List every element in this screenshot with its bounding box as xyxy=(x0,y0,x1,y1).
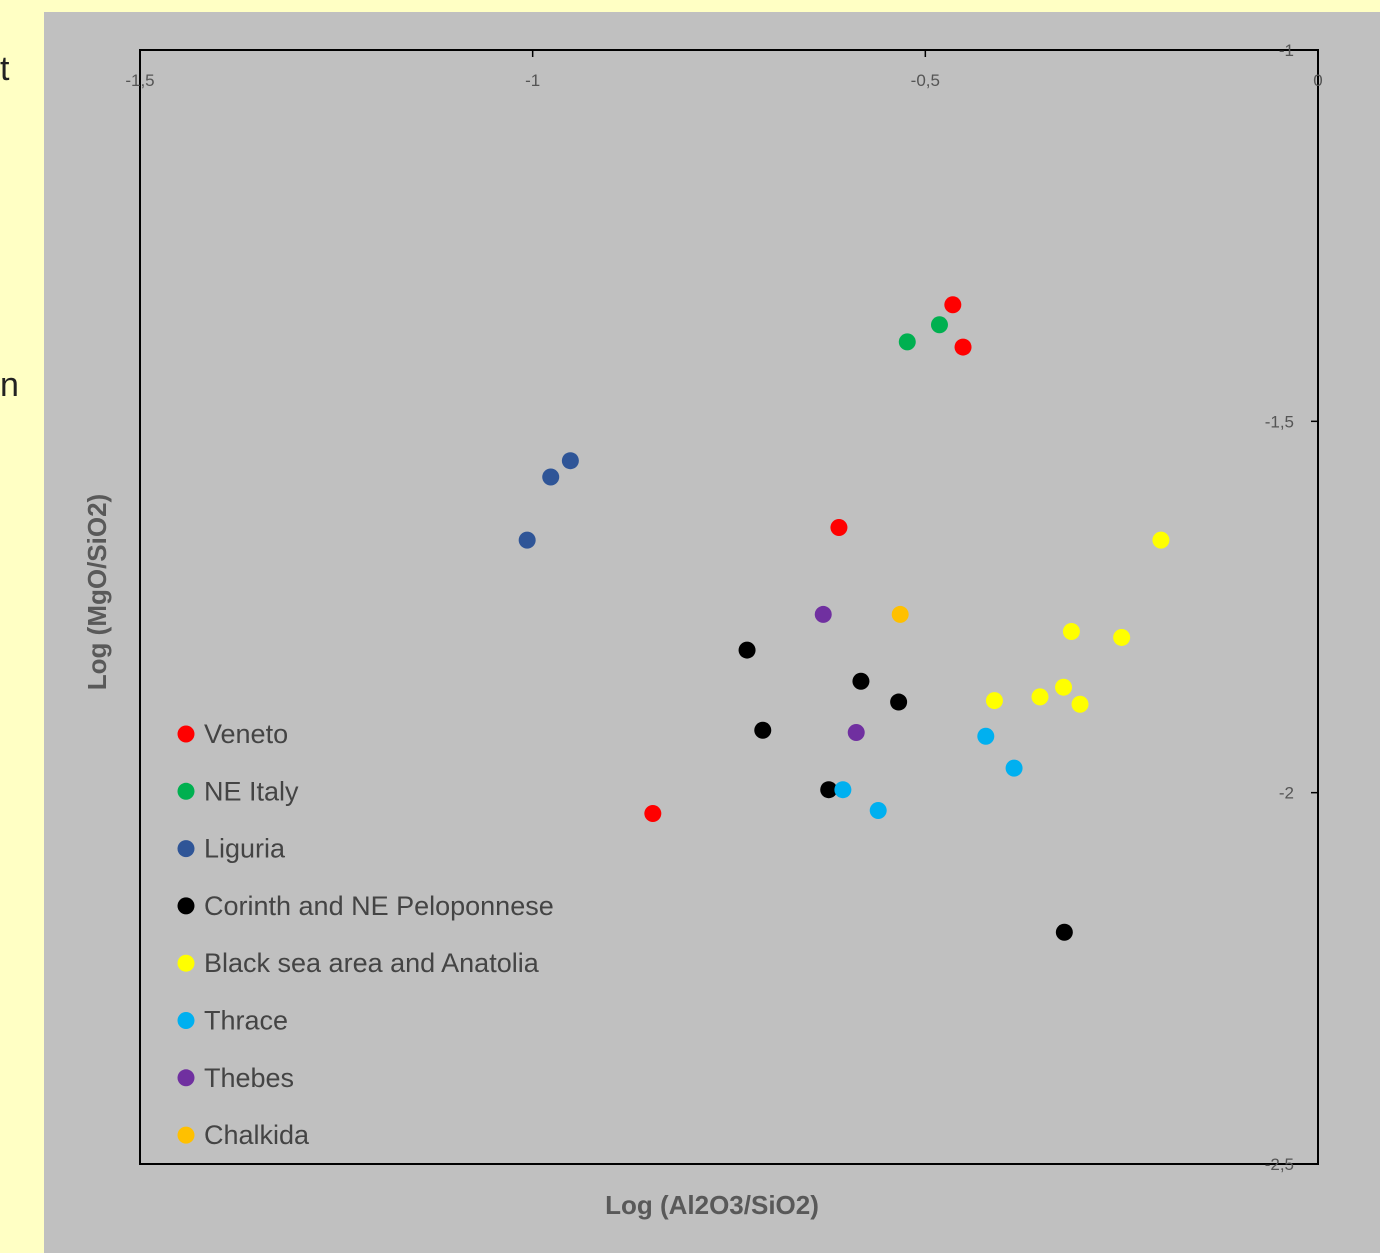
edge-glyph-1: t xyxy=(0,50,10,88)
data-point xyxy=(542,468,560,486)
legend-label: Chalkida xyxy=(204,1120,310,1150)
legend-marker xyxy=(177,725,195,743)
x-axis-ticks: -1,5 -1 -0,5 0 xyxy=(125,50,1323,90)
data-point xyxy=(890,693,908,711)
y-tick-label: -1,5 xyxy=(1265,412,1294,431)
legend: Veneto NE Italy Liguria Corinth and NE Pelo… xyxy=(177,719,554,1150)
data-point xyxy=(977,727,995,745)
legend-label: Thrace xyxy=(204,1006,288,1036)
data-point xyxy=(1031,688,1049,706)
data-point xyxy=(985,692,1003,710)
data-point xyxy=(518,531,536,549)
data-point xyxy=(1071,695,1089,713)
data-point xyxy=(830,519,848,537)
legend-label: Corinth and NE Peloponnese xyxy=(204,891,554,921)
data-point xyxy=(847,724,865,742)
data-point xyxy=(891,605,909,623)
data-point xyxy=(898,333,916,351)
x-axis-title: Log (Al2O3/SiO2) xyxy=(605,1190,819,1220)
y-axis-title: Log (MgO/SiO2) xyxy=(82,494,112,690)
data-point xyxy=(1055,923,1073,941)
legend-marker xyxy=(177,840,195,858)
data-point xyxy=(930,316,948,334)
legend-marker xyxy=(177,1069,195,1087)
plot-border xyxy=(139,49,1319,1165)
data-point xyxy=(1152,531,1170,549)
y-axis-ticks: -1 -1,5 -2 -2,5 xyxy=(1265,41,1318,1174)
legend-label: Thebes xyxy=(204,1063,294,1093)
data-point xyxy=(814,605,832,623)
x-tick-label: -1 xyxy=(525,71,540,90)
legend-label: Liguria xyxy=(204,834,286,864)
x-tick-label: -0,5 xyxy=(911,71,940,90)
y-tick-label: -2,5 xyxy=(1265,1155,1294,1174)
data-point xyxy=(820,781,838,799)
data-point xyxy=(834,781,852,799)
data-point xyxy=(561,452,579,470)
data-point xyxy=(1062,623,1080,641)
data-point xyxy=(1113,628,1131,646)
legend-marker xyxy=(177,1012,195,1029)
data-point xyxy=(1005,759,1023,777)
data-point xyxy=(1055,678,1073,696)
y-tick-label: -1 xyxy=(1279,41,1294,60)
left-edge-strip: t n xyxy=(0,0,44,1253)
legend-marker xyxy=(177,1126,195,1144)
data-point xyxy=(852,672,870,690)
data-points xyxy=(518,296,1170,941)
data-point xyxy=(954,338,972,356)
legend-marker xyxy=(177,897,195,915)
plot-frame xyxy=(139,49,1319,1165)
chart-panel: -1,5 -1 -0,5 0 -1 -1,5 -2 -2,5 Veneto NE Italy L… xyxy=(44,12,1380,1253)
legend-label: NE Italy xyxy=(204,776,299,806)
data-point xyxy=(869,801,887,819)
y-tick-label: -2 xyxy=(1279,784,1294,803)
data-point xyxy=(738,641,756,659)
x-tick-label: -1,5 xyxy=(125,71,154,90)
data-point xyxy=(754,721,772,739)
data-point xyxy=(944,296,962,314)
x-tick-label: 0 xyxy=(1313,71,1322,90)
data-point xyxy=(644,804,662,822)
legend-marker xyxy=(177,954,195,972)
scatter-chart: -1,5 -1 -0,5 0 -1 -1,5 -2 -2,5 Veneto NE Italy L… xyxy=(82,41,1323,1220)
legend-marker xyxy=(177,782,195,800)
edge-glyph-2: n xyxy=(0,366,19,404)
legend-label: Veneto xyxy=(204,719,288,749)
legend-label: Black sea area and Anatolia xyxy=(204,948,540,978)
